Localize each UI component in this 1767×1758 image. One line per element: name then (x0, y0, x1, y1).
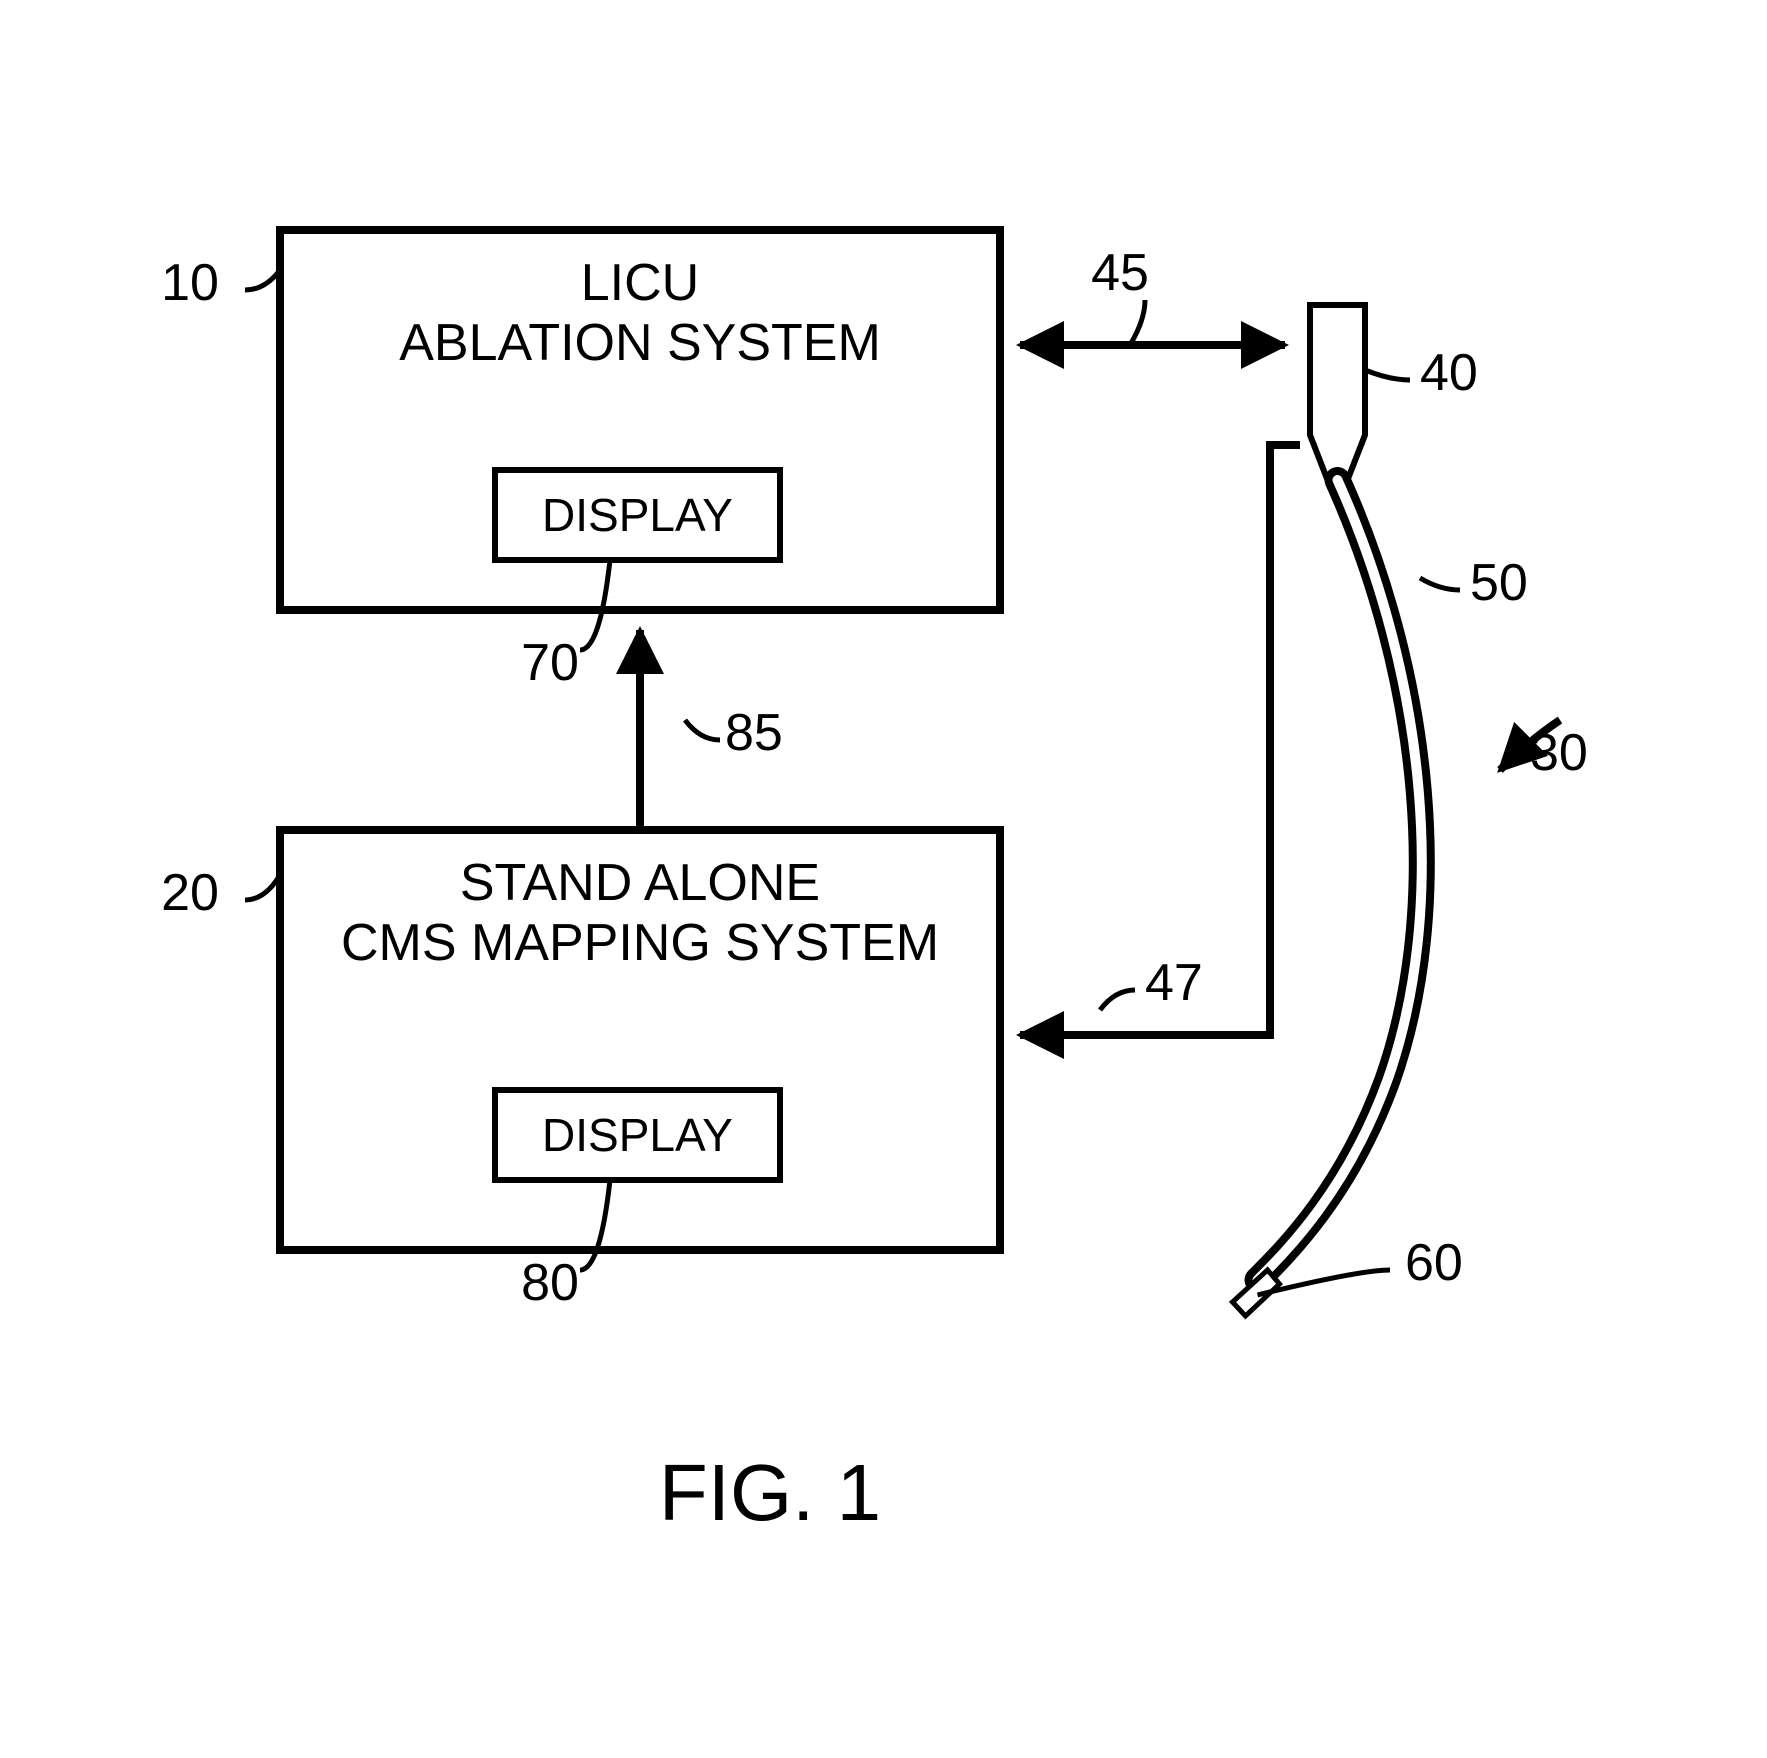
leader-40 (1365, 370, 1410, 380)
licu-title-line1: LICU (581, 254, 699, 312)
label-85: 85 (725, 704, 783, 762)
figure-caption: FIG. 1 (659, 1448, 881, 1537)
label-60: 60 (1405, 1234, 1463, 1292)
licu-title-line2: ABLATION SYSTEM (399, 314, 881, 372)
label-45: 45 (1091, 244, 1149, 302)
cms-title-line1: STAND ALONE (460, 854, 820, 912)
leader-80 (580, 1180, 610, 1270)
leader-50 (1420, 578, 1460, 590)
leader-47 (1100, 990, 1135, 1010)
label-10: 10 (161, 254, 219, 312)
leader-85 (685, 720, 720, 740)
label-47: 47 (1145, 954, 1203, 1012)
label-80: 80 (521, 1254, 579, 1312)
label-20: 20 (161, 864, 219, 922)
catheter-handle (1310, 305, 1365, 480)
cms-title-line2: CMS MAPPING SYSTEM (341, 914, 939, 972)
label-70: 70 (521, 634, 579, 692)
catheter (1233, 305, 1422, 1316)
leader-70 (580, 560, 610, 650)
cms-display-text: DISPLAY (542, 1109, 733, 1161)
licu-display-text: DISPLAY (542, 489, 733, 541)
arrow-47 (1020, 445, 1300, 1035)
leader-45 (1130, 300, 1145, 345)
leader-10 (245, 270, 280, 290)
label-40: 40 (1420, 344, 1478, 402)
label-30: 30 (1530, 724, 1588, 782)
leader-20 (245, 875, 280, 900)
label-50: 50 (1470, 554, 1528, 612)
catheter-sheath (1258, 480, 1422, 1280)
